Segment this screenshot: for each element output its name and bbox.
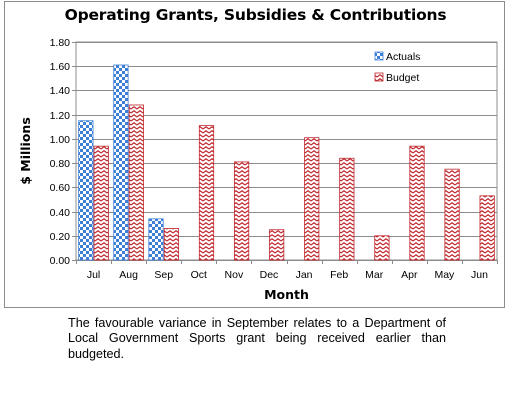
bar-budget-dec — [269, 229, 285, 261]
x-tick-label: May — [434, 269, 455, 281]
y-axis-title: $ Millions — [18, 117, 33, 185]
y-tick-label: 1.80 — [50, 37, 71, 49]
bar-actuals-jul — [78, 120, 94, 261]
y-tick-label: 1.00 — [50, 134, 71, 146]
bar-budget-jan — [304, 137, 320, 261]
x-tick-label: Jun — [471, 269, 488, 281]
bar-chart: 0.00 0.20 0.40 0.60 0.80 1.00 1.20 1.40 1.60 1.80… — [18, 37, 498, 302]
y-tick-label: 0.40 — [50, 207, 71, 219]
x-tick-label: Jan — [296, 269, 313, 281]
legend-swatch-actuals — [374, 51, 384, 61]
x-tick-label: Sep — [154, 269, 173, 281]
legend-label-actuals: Actuals — [386, 51, 420, 63]
bar-actuals-aug — [113, 64, 129, 261]
y-tick-label: 1.20 — [50, 110, 71, 122]
bar-budget-may — [444, 168, 460, 261]
x-tick-label: Dec — [260, 269, 279, 281]
legend-swatch-budget — [374, 72, 384, 82]
x-tick-label: Mar — [365, 269, 384, 281]
bar-budget-jul — [93, 145, 109, 261]
bar-budget-feb — [339, 157, 355, 261]
x-axis-title: Month — [264, 287, 309, 302]
chart-title: Operating Grants, Subsidies & Contributi… — [64, 6, 447, 24]
x-tick-label: Nov — [225, 269, 244, 281]
x-tick-label: Aug — [119, 269, 138, 281]
gridlines — [75, 41, 498, 261]
y-tick-label: 1.60 — [50, 61, 71, 73]
y-tick-label: 0.60 — [50, 182, 71, 194]
bar-budget-apr — [409, 145, 425, 261]
bar-budget-oct — [198, 125, 215, 261]
bars — [78, 64, 495, 261]
x-tick-label: Oct — [191, 269, 207, 281]
x-tick-label: Jul — [87, 269, 100, 281]
y-tick-label: 0.20 — [50, 231, 71, 243]
chart-frame: Operating Grants, Subsidies & Contributi… — [4, 1, 505, 308]
x-tick-label: Feb — [330, 269, 348, 281]
bar-budget-sep — [163, 228, 180, 261]
bar-budget-nov — [233, 161, 250, 261]
legend-label-budget: Budget — [386, 72, 419, 84]
chart-caption: The favourable variance in September rel… — [68, 316, 446, 361]
y-tick-label: 0.80 — [50, 158, 71, 170]
axes: 0.00 0.20 0.40 0.60 0.80 1.00 1.20 1.40 1.60 1.80… — [18, 37, 498, 302]
y-tick-label: 0.00 — [50, 255, 71, 267]
bar-budget-mar — [374, 235, 390, 261]
bar-budget-aug — [128, 104, 144, 261]
x-tick-label: Apr — [401, 269, 418, 281]
y-tick-label: 1.40 — [50, 85, 71, 97]
legend: Actuals Budget — [374, 51, 420, 84]
bar-actuals-sep — [148, 218, 164, 261]
bar-budget-jun — [479, 195, 495, 261]
